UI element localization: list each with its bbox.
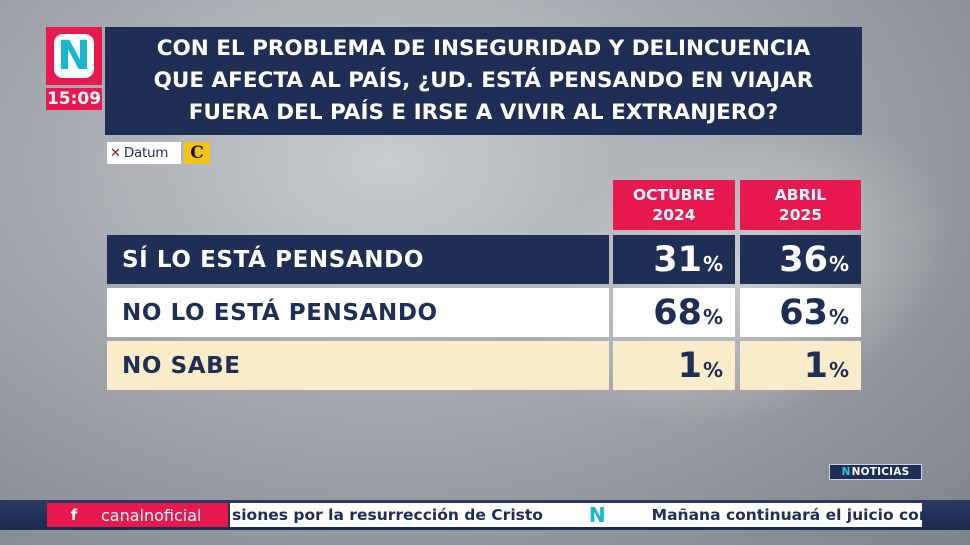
percent-sign: %: [702, 251, 723, 276]
clock: 15:09: [46, 88, 102, 110]
ticker-separator-icon: N: [588, 503, 606, 527]
column-header-2-line-2: 2025: [778, 206, 823, 224]
noticias-n-icon: N: [841, 466, 851, 478]
value-cell: 63%: [740, 288, 861, 337]
value-number: 36: [779, 239, 828, 280]
social-handle: canalnoficial: [101, 505, 202, 525]
value-cell: 36%: [740, 235, 861, 284]
ticker-headline-left: siones por la resurrección de Cristo: [232, 506, 543, 524]
social-handle-tag: f canalnoficial: [47, 503, 228, 527]
percent-sign: %: [828, 251, 849, 276]
ticker-text: siones por la resurrección de Cristo N M…: [232, 503, 922, 527]
el-comercio-logo: C: [184, 142, 210, 164]
column-header-october-2024: OCTUBRE 2024: [613, 180, 735, 230]
percent-sign: %: [702, 357, 723, 382]
question-line-2: QUE AFECTA AL PAÍS, ¿UD. ESTÁ PENSANDO E…: [153, 68, 814, 93]
value-cell: 68%: [613, 288, 735, 337]
value-cell: 1%: [740, 341, 861, 390]
percent-sign: %: [828, 357, 849, 382]
value-cell: 31%: [613, 235, 735, 284]
question-line-1: CON EL PROBLEMA DE INSEGURIDAD Y DELINCU…: [156, 36, 811, 61]
question-banner: CON EL PROBLEMA DE INSEGURIDAD Y DELINCU…: [105, 27, 862, 135]
value-number: 63: [779, 292, 828, 333]
row-label: NO LO ESTÁ PENSANDO: [107, 288, 609, 337]
value-number: 31: [653, 239, 702, 280]
question-line-3: FUERA DEL PAÍS E IRSE A VIVIR AL EXTRANJ…: [188, 100, 779, 125]
value-number: 68: [653, 292, 702, 333]
percent-sign: %: [828, 304, 849, 329]
row-label: NO SABE: [107, 341, 609, 390]
percent-sign: %: [702, 304, 723, 329]
column-header-2-line-1: ABRIL: [774, 186, 827, 204]
ticker-strip: siones por la resurrección de Cristo N M…: [230, 503, 922, 527]
datum-mark-icon: ✕: [110, 145, 121, 161]
datum-logo: ✕ Datum: [107, 142, 181, 164]
channel-logo-letter: N: [54, 34, 94, 78]
column-header-1-line-2: 2024: [652, 206, 696, 224]
datum-logo-text: Datum: [123, 145, 169, 161]
noticias-bug: N NOTICIAS: [829, 464, 922, 480]
noticias-label: NOTICIAS: [851, 466, 910, 478]
column-header-1-line-1: OCTUBRE: [632, 186, 716, 204]
column-header-april-2025: ABRIL 2025: [740, 180, 861, 230]
ticker-headline-right: Mañana continuará el juicio contra Ma: [651, 506, 922, 524]
row-label: SÍ LO ESTÁ PENSANDO: [107, 235, 609, 284]
facebook-icon: f: [70, 506, 78, 524]
value-cell: 1%: [613, 341, 735, 390]
channel-logo: N: [46, 27, 102, 85]
value-number: 1: [803, 345, 828, 386]
value-number: 1: [677, 345, 702, 386]
